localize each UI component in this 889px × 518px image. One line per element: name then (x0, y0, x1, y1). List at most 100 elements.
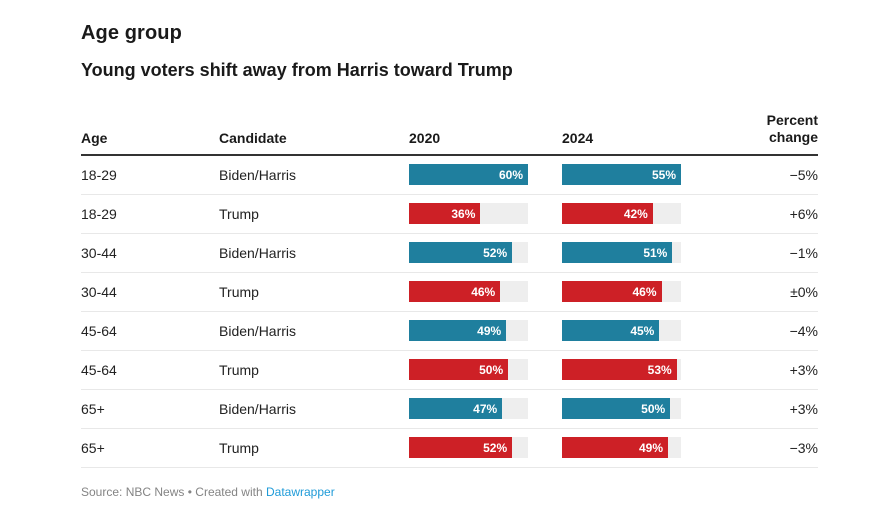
bar-2020-fill: 52% (409, 437, 513, 459)
bar-track: 51% (562, 242, 681, 264)
source-value: NBC News (125, 484, 185, 499)
percent-change-cell: +6% (789, 205, 818, 222)
bar-2024-cell: 50% (562, 398, 715, 420)
bar-2020-cell: 47% (409, 398, 562, 420)
bar-value-label: 50% (479, 362, 504, 377)
bar-2020-fill: 46% (409, 281, 501, 303)
bar-track: 50% (409, 359, 528, 381)
bar-track: 42% (562, 203, 681, 225)
bar-track: 49% (409, 320, 528, 342)
bar-2024-cell: 45% (562, 320, 715, 342)
table-row: 65+ Trump 52% 49% −3% (81, 429, 818, 468)
candidate-cell: Trump (219, 205, 259, 222)
bar-2024-fill: 46% (562, 281, 662, 303)
bar-2020-cell: 60% (409, 164, 562, 186)
bar-2024-cell: 42% (562, 203, 715, 225)
bar-track: 60% (409, 164, 528, 186)
chart-title: Age group (81, 22, 182, 44)
column-header-2024: 2024 (562, 129, 594, 146)
age-cell: 30-44 (81, 244, 117, 261)
column-header-2020: 2020 (409, 129, 441, 146)
table-row: 18-29 Trump 36% 42% +6% (81, 195, 818, 234)
bar-2020-cell: 52% (409, 242, 562, 264)
bar-track: 55% (562, 164, 681, 186)
bar-2020-cell: 52% (409, 437, 562, 459)
age-cell: 45-64 (81, 322, 117, 339)
bar-value-label: 60% (498, 167, 523, 182)
table-row: 30-44 Trump 46% 46% ±0% (81, 273, 818, 312)
age-cell: 18-29 (81, 205, 117, 222)
credit-label: Created with (195, 484, 263, 499)
footer-separator: • (187, 484, 192, 499)
bar-value-label: 46% (632, 284, 657, 299)
bar-2020-cell: 49% (409, 320, 562, 342)
candidate-cell: Biden/Harris (219, 400, 297, 417)
bar-value-label: 46% (471, 284, 496, 299)
age-cell: 65+ (81, 439, 105, 456)
bar-value-label: 49% (638, 440, 664, 455)
bar-value-label: 51% (643, 245, 668, 260)
bar-track: 50% (562, 398, 681, 420)
candidate-cell: Trump (219, 439, 259, 456)
candidate-cell: Biden/Harris (219, 166, 297, 183)
bar-2020-cell: 46% (409, 281, 562, 303)
column-header-percent-change: Percent change (766, 112, 818, 145)
age-cell: 18-29 (81, 166, 117, 183)
bar-track: 46% (562, 281, 681, 303)
bar-value-label: 42% (623, 206, 648, 221)
bar-2024-cell: 53% (562, 359, 715, 381)
bar-2020-fill: 36% (409, 203, 481, 225)
chart-headline: Young voters shift away from Harris towa… (81, 60, 513, 80)
bar-2024-cell: 46% (562, 281, 715, 303)
bar-2020-fill: 60% (409, 164, 528, 186)
bar-2020-cell: 50% (409, 359, 562, 381)
bar-track: 47% (409, 398, 528, 420)
bar-2024-cell: 55% (562, 164, 715, 186)
column-header-age: Age (81, 129, 108, 146)
table-body: 18-29 Biden/Harris 60% 55% −5% 18-29 Trump 36% 4… (81, 156, 818, 468)
bar-value-label: 55% (651, 167, 676, 182)
age-cell: 30-44 (81, 283, 117, 300)
percent-change-cell: −3% (789, 439, 818, 456)
bar-2024-fill: 53% (562, 359, 677, 381)
bar-value-label: 45% (630, 323, 655, 338)
bar-value-label: 49% (477, 323, 502, 338)
bar-2024-fill: 50% (562, 398, 671, 420)
bar-2024-fill: 42% (562, 203, 653, 225)
bar-track: 53% (562, 359, 681, 381)
table-row: 45-64 Biden/Harris 49% 45% −4% (81, 312, 818, 351)
bar-value-label: 47% (473, 401, 498, 416)
chart-container: Age group Young voters shift away from H… (81, 0, 818, 499)
candidate-cell: Biden/Harris (219, 322, 297, 339)
table-row: 30-44 Biden/Harris 52% 51% −1% (81, 234, 818, 273)
bar-value-label: 53% (647, 362, 672, 377)
bar-2024-fill: 51% (562, 242, 673, 264)
datawrapper-link[interactable]: Datawrapper (266, 484, 335, 499)
percent-change-cell: +3% (789, 400, 818, 417)
bar-track: 36% (409, 203, 528, 225)
bar-2020-cell: 36% (409, 203, 562, 225)
bar-2024-cell: 49% (562, 437, 715, 459)
table-header: Age Candidate 2020 2024 Percent change (81, 112, 818, 156)
table-row: 18-29 Biden/Harris 60% 55% −5% (81, 156, 818, 195)
bar-2024-fill: 45% (562, 320, 660, 342)
percent-change-cell: −4% (789, 322, 818, 339)
percent-change-cell: +3% (789, 361, 818, 378)
bar-track: 52% (409, 437, 528, 459)
bar-2020-fill: 50% (409, 359, 509, 381)
bar-track: 45% (562, 320, 681, 342)
chart-footer: Source: NBC News • Created with Datawrap… (81, 485, 818, 499)
bar-value-label: 52% (483, 440, 508, 455)
candidate-cell: Biden/Harris (219, 244, 297, 261)
percent-change-cell: −5% (789, 166, 818, 183)
bar-track: 49% (562, 437, 681, 459)
bar-2024-fill: 55% (562, 164, 681, 186)
bar-2024-fill: 49% (562, 437, 669, 459)
column-header-candidate: Candidate (219, 129, 287, 146)
candidate-cell: Trump (219, 283, 259, 300)
table-row: 65+ Biden/Harris 47% 50% +3% (81, 390, 818, 429)
candidate-cell: Trump (219, 361, 259, 378)
bar-value-label: 52% (483, 245, 508, 260)
percent-change-cell: ±0% (790, 283, 818, 300)
bar-2020-fill: 47% (409, 398, 503, 420)
